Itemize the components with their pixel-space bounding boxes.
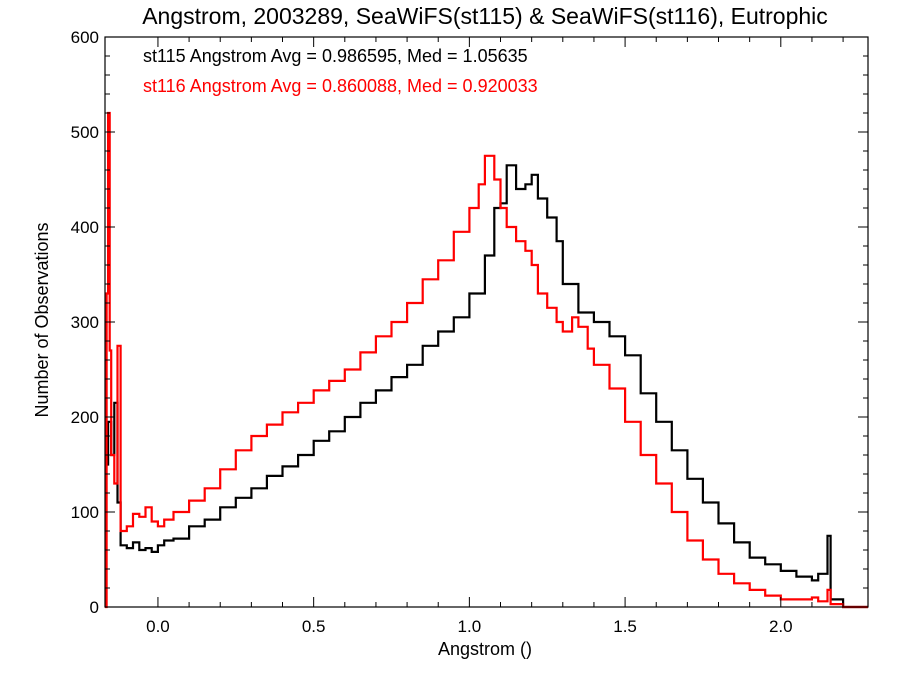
x-tick-label: 1.5 bbox=[613, 617, 637, 636]
y-tick-label: 300 bbox=[71, 313, 99, 332]
series-line-st115 bbox=[105, 164, 868, 609]
x-tick-label: 0.5 bbox=[302, 617, 326, 636]
plot-frame bbox=[104, 36, 869, 608]
y-tick-label: 400 bbox=[71, 218, 99, 237]
y-tick-label: 600 bbox=[71, 28, 99, 47]
y-tick-label: 200 bbox=[71, 408, 99, 427]
y-tick-label: 0 bbox=[90, 598, 99, 617]
chart-title: Angstrom, 2003289, SeaWiFS(st115) & SeaW… bbox=[142, 3, 828, 29]
legend-entry-st116: st116 Angstrom Avg = 0.860088, Med = 0.9… bbox=[143, 76, 538, 96]
y-tick-label: 500 bbox=[71, 123, 99, 142]
x-tick-label: 0.0 bbox=[146, 617, 170, 636]
series-line-st116 bbox=[105, 111, 868, 609]
x-tick-label: 2.0 bbox=[769, 617, 793, 636]
legend-entry-st115: st115 Angstrom Avg = 0.986595, Med = 1.0… bbox=[143, 46, 528, 66]
y-tick-label: 100 bbox=[71, 503, 99, 522]
y-axis-label: Number of Observations bbox=[32, 222, 52, 417]
x-tick-label: 1.0 bbox=[458, 617, 482, 636]
plot-area: 0.0 0.5 1.0 1.5 2.0 0 100 200 300 400 500 600 st115 … bbox=[71, 28, 869, 636]
x-axis-label: Angstrom () bbox=[438, 639, 532, 659]
